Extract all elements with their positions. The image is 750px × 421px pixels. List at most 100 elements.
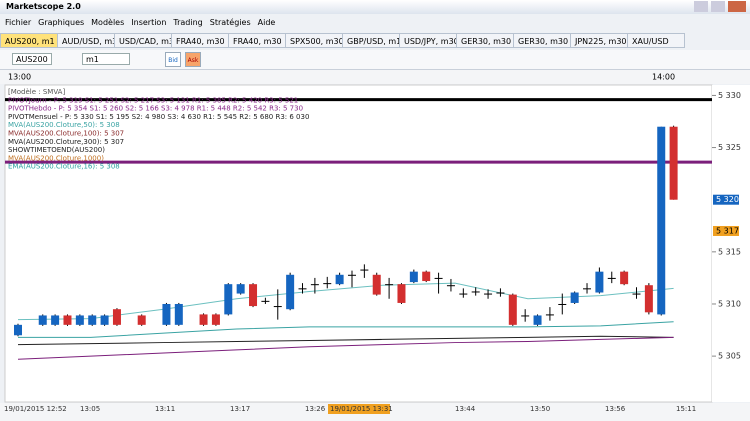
candle-body (286, 274, 295, 310)
legend-text: SHOWTIMETOEND(AUS200) (8, 146, 105, 154)
window-controls[interactable] (694, 1, 746, 12)
tab[interactable]: FRA40, m30 (171, 33, 229, 48)
candle-body (38, 315, 47, 325)
candle-body (63, 315, 72, 325)
candle-body (372, 274, 381, 295)
title-bar: Marketscope 2.0 (0, 0, 750, 14)
legend-text: EMA(AUS200.Cloture,16): 5 308 (8, 163, 120, 171)
tab[interactable]: GER30, m30 (456, 33, 514, 48)
candle-body (310, 284, 319, 286)
plot-area (4, 84, 713, 403)
menu-item[interactable]: Modèles (91, 18, 125, 27)
menu-item[interactable]: Insertion (131, 18, 167, 27)
candle-body (75, 315, 84, 325)
legend-text: MVA(AUS200.Cloture,300): 5 307 (8, 138, 124, 146)
candle-body (595, 271, 604, 293)
candle-body (273, 306, 282, 308)
candle-body (211, 314, 220, 325)
candle-body (323, 283, 332, 285)
price-axis (712, 85, 750, 402)
candle-body (558, 303, 567, 305)
tab[interactable]: XAU/USD (627, 33, 685, 48)
legend-text: MVA(AUS200.Cloture,100): 5 307 (8, 130, 124, 138)
candle-body (298, 288, 307, 290)
candle-body (446, 285, 455, 287)
candle-body (459, 293, 468, 295)
ruler-label: 13:00 (8, 73, 31, 82)
candle-body (397, 284, 406, 303)
candle-body (508, 294, 517, 325)
candle-body (545, 314, 554, 316)
menu-bar: Fichier Graphiques Modèles Insertion Trading… (0, 15, 750, 30)
candle-body (174, 303, 183, 325)
candle-body (669, 126, 678, 200)
price-marker-label: 5 320 (716, 195, 739, 204)
candle-body (249, 284, 258, 307)
time-label: 19/01/2015 12:52 (4, 405, 67, 413)
time-label: 13:05 (80, 405, 100, 413)
time-label: 13:26 (305, 405, 326, 413)
menu-item[interactable]: Graphiques (38, 18, 85, 27)
price-label: 5 325 (718, 143, 741, 152)
menu-item[interactable]: Aide (257, 18, 276, 27)
candle-body (422, 271, 431, 282)
candle-body (583, 288, 592, 290)
tab[interactable]: GBP/USD, m1 (342, 33, 400, 48)
candle-body (51, 315, 60, 325)
candle-body (434, 277, 443, 279)
candle-body (199, 314, 208, 325)
candle-body (347, 274, 356, 276)
candle-body (533, 315, 542, 325)
candle-body (385, 284, 394, 286)
period-select[interactable]: m1 (82, 53, 130, 65)
menu-item[interactable]: Stratégies (209, 18, 251, 27)
legend-text: PIVOTMensuel - P: 5 330 S1: 5 195 S2: 4 … (8, 113, 309, 121)
menu-item[interactable]: Trading (173, 18, 203, 27)
price-label: 5 305 (718, 352, 741, 361)
price-marker (713, 225, 739, 236)
tab[interactable]: AUD/USD, m30 (57, 33, 115, 48)
candle-body (112, 309, 121, 325)
price-marker-label: 5 317 (716, 226, 739, 235)
time-label: 13:17 (230, 405, 250, 413)
candle-body (570, 292, 579, 303)
indicator-line (17, 336, 674, 360)
legend-text: [Modèle : SMVA] (8, 88, 65, 96)
candle-body (607, 277, 616, 279)
instrument-select[interactable]: AUS200 (12, 53, 52, 65)
candle-body (657, 126, 666, 315)
indicator-line (17, 335, 674, 346)
price-label: 5 310 (718, 299, 741, 308)
legend-text: MVA(AUS200.Cloture,50): 5 308 (8, 121, 120, 129)
candle-body (14, 324, 22, 336)
tab[interactable]: JPN225, m30 (570, 33, 628, 48)
ask-button[interactable]: Ask (185, 52, 201, 67)
top-ruler (0, 70, 750, 84)
candle-body (261, 300, 270, 302)
tab[interactable]: AUS200, m1 (0, 33, 58, 48)
time-label: 15:11 (676, 405, 696, 413)
candle-body (471, 291, 480, 293)
tab[interactable]: USD/CAD, m30 (114, 33, 172, 48)
tab[interactable]: GER30, m30 (513, 33, 571, 48)
price-marker (713, 194, 739, 205)
candle-body (496, 292, 505, 294)
time-label: 13:50 (530, 405, 550, 413)
legend-text: MVA(AUS200.Cloture,1000) (8, 154, 104, 162)
tab[interactable]: FRA40, m30 (228, 33, 286, 48)
bid-button[interactable]: Bid (165, 52, 181, 67)
candle-body (100, 315, 109, 325)
indicator-line (17, 282, 674, 321)
indicator-line (18, 321, 674, 338)
candle-body (224, 284, 233, 315)
tab[interactable]: SPX500, m30 (285, 33, 343, 48)
menu-item[interactable]: Fichier (5, 18, 32, 27)
time-label: 13:44 (455, 405, 476, 413)
candle-body (632, 293, 641, 295)
tab[interactable]: USD/JPY, m30 (399, 33, 457, 48)
candle-body (484, 293, 493, 295)
chart: 13:00 14:00 5 330 5 325 5 315 5 310 5 305 5 320… (0, 70, 750, 421)
candle-body (137, 315, 146, 325)
